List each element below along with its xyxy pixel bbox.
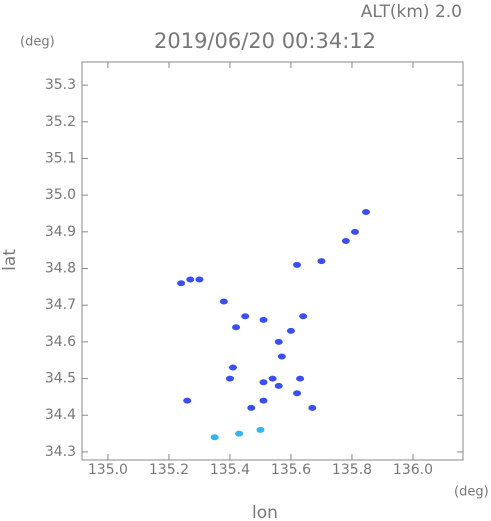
x-tick-label: 135.0 — [88, 462, 128, 478]
y-tick-label: 34.7 — [45, 297, 76, 313]
echo — [317, 258, 326, 265]
y-tick-label: 34.8 — [45, 261, 76, 277]
echo — [277, 353, 286, 360]
y-tick-label: 34.9 — [45, 224, 76, 240]
y-tick-label: 34.4 — [45, 407, 76, 423]
echo — [259, 379, 268, 386]
echo — [225, 375, 234, 382]
echo — [241, 313, 250, 320]
echo — [186, 276, 195, 283]
x-tick-label: 135.6 — [271, 462, 311, 478]
x-tick-label: 135.4 — [210, 462, 250, 478]
echo — [228, 364, 237, 371]
y-tick-label: 35.2 — [45, 114, 76, 130]
y-tick-label: 34.5 — [45, 371, 76, 387]
y-axis-label: lat — [0, 249, 20, 271]
y-tick-label: 35.0 — [45, 187, 76, 203]
y-tick-label: 34.6 — [45, 334, 76, 350]
echo — [177, 280, 186, 287]
altitude: ALT(km) 2.0 — [361, 2, 462, 22]
echo — [293, 261, 302, 268]
x-tick-label: 135.8 — [332, 462, 372, 478]
echo — [210, 434, 219, 441]
x-axis-label: lon — [252, 503, 278, 521]
echo — [293, 390, 302, 397]
echo — [286, 327, 295, 334]
echo — [341, 238, 350, 245]
x-tick-label: 136.0 — [393, 462, 433, 478]
x-tick-label: 135.2 — [149, 462, 189, 478]
echo — [259, 397, 268, 404]
echo — [351, 228, 360, 235]
echo — [232, 324, 241, 331]
echo — [247, 404, 256, 411]
y-tick-label: 35.1 — [45, 150, 76, 166]
echo — [183, 397, 192, 404]
echo — [274, 382, 283, 389]
echo — [296, 375, 305, 382]
plot-frame — [81, 61, 464, 461]
echo — [219, 298, 228, 305]
y-unit: (deg) — [20, 35, 55, 50]
x-unit: (deg) — [454, 485, 489, 500]
echo — [361, 209, 370, 216]
y-tick-label: 35.3 — [45, 77, 76, 93]
echo — [308, 404, 317, 411]
echo — [274, 338, 283, 345]
echo — [235, 430, 244, 437]
echo — [259, 316, 268, 323]
y-tick-label: 34.3 — [45, 444, 76, 460]
echo — [299, 313, 308, 320]
echo — [268, 375, 277, 382]
echo — [195, 276, 204, 283]
chart-title: 2019/06/20 00:34:12 — [154, 29, 376, 53]
echo — [256, 426, 265, 433]
